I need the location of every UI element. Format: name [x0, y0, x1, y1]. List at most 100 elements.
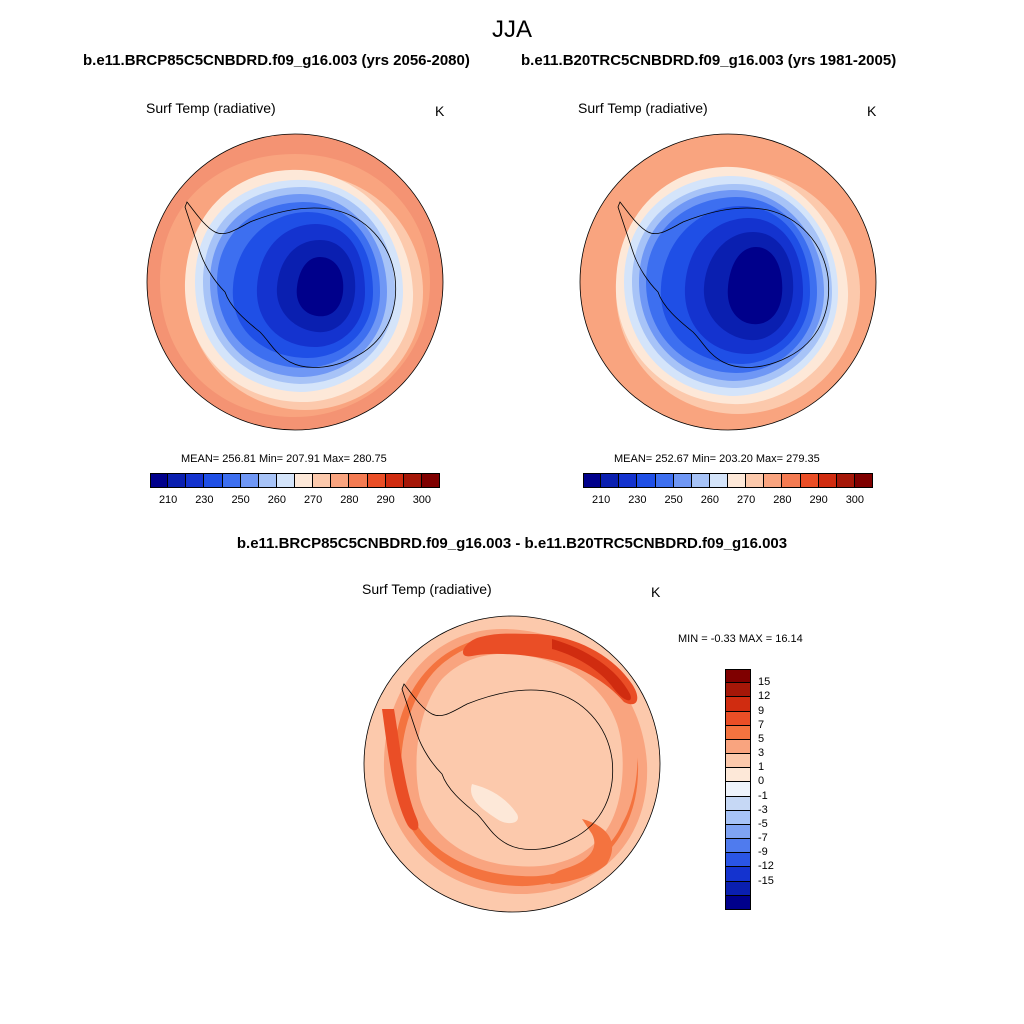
panel-2-colorbar: [583, 473, 873, 488]
colorbar-swatch: [673, 473, 692, 488]
panel-1-units: K: [435, 103, 445, 119]
colorbar-swatch: [725, 824, 751, 840]
colorbar-swatch: [240, 473, 259, 488]
colorbar-tick-label: -9: [758, 846, 768, 859]
panel-2-colorbar-labels: 210 230 250 260 270 280 290 300: [583, 494, 873, 508]
colorbar-swatch: [349, 473, 368, 488]
colorbar-swatch: [385, 473, 404, 488]
panel-1-stats: MEAN= 256.81 Min= 207.91 Max= 280.75: [181, 453, 387, 465]
colorbar-tick-label: 270: [736, 494, 756, 506]
colorbar-tick-label: 280: [773, 494, 792, 506]
colorbar-swatch: [725, 895, 751, 910]
panel-1-variable: Surf Temp (radiative): [146, 100, 276, 116]
panel-1-colorbar: [150, 473, 440, 488]
difference-map: [363, 615, 661, 913]
colorbar-swatch: [725, 810, 751, 825]
colorbar-swatch: [637, 473, 656, 488]
panel-2-stats: MEAN= 252.67 Min= 203.20 Max= 279.35: [614, 453, 820, 465]
colorbar-swatch: [725, 796, 751, 811]
colorbar-tick-label: 15: [758, 676, 771, 689]
colorbar-swatch: [619, 473, 638, 488]
colorbar-tick-label: 7: [758, 718, 765, 731]
colorbar-swatch: [691, 473, 710, 488]
panel-2-variable: Surf Temp (radiative): [578, 100, 708, 116]
colorbar-swatch: [725, 768, 751, 783]
colorbar-tick-label: -1: [758, 789, 768, 802]
colorbar-swatch: [725, 711, 751, 726]
colorbar-swatch: [725, 725, 751, 740]
figure-title: JJA: [491, 16, 532, 43]
colorbar-swatch: [421, 473, 440, 488]
colorbar-tick-label: 260: [700, 494, 720, 506]
difference-variable: Surf Temp (radiative): [362, 581, 492, 597]
difference-stats: MIN = -0.33 MAX = 16.14: [678, 633, 803, 645]
colorbar-swatch: [709, 473, 728, 488]
difference-units: K: [651, 584, 661, 600]
colorbar-tick-label: -15: [758, 874, 774, 887]
colorbar-tick-label: 0: [758, 775, 765, 788]
colorbar-swatch: [818, 473, 837, 488]
colorbar-swatch: [168, 473, 187, 488]
difference-title: b.e11.BRCP85C5CNBDRD.f09_g16.003 - b.e11…: [236, 535, 788, 552]
colorbar-swatch: [583, 473, 602, 488]
colorbar-tick-label: 5: [758, 732, 765, 745]
panel-2-units: K: [867, 103, 877, 119]
colorbar-swatch: [725, 697, 751, 712]
panel-2-title: b.e11.B20TRC5CNBDRD.f09_g16.003 (yrs 198…: [521, 52, 897, 69]
colorbar-tick-label: 290: [809, 494, 828, 506]
colorbar-swatch: [782, 473, 801, 488]
colorbar-swatch: [725, 881, 751, 896]
colorbar-tick-label: 290: [376, 494, 395, 506]
colorbar-tick-label: 12: [758, 690, 771, 703]
colorbar-tick-label: 250: [664, 494, 683, 506]
colorbar-swatch: [367, 473, 386, 488]
colorbar-tick-label: 270: [303, 494, 323, 506]
difference-colorbar-labels: 15 12 9 7 5 3 1 0 -1 -3 -5 -7 -9 -12 -15: [758, 669, 798, 910]
colorbar-swatch: [204, 473, 223, 488]
colorbar-swatch: [725, 669, 751, 684]
colorbar-swatch: [313, 473, 332, 488]
difference-colorbar: [725, 669, 751, 910]
colorbar-tick-label: 230: [195, 494, 214, 506]
colorbar-swatch: [746, 473, 765, 488]
colorbar-swatch: [725, 754, 751, 769]
colorbar-tick-label: -3: [758, 803, 768, 816]
colorbar-tick-label: -12: [758, 860, 774, 873]
colorbar-swatch: [728, 473, 747, 488]
colorbar-tick-label: 230: [628, 494, 647, 506]
colorbar-swatch: [725, 867, 751, 882]
colorbar-tick-label: -5: [758, 817, 768, 830]
colorbar-tick-label: 250: [231, 494, 250, 506]
colorbar-swatch: [655, 473, 674, 488]
colorbar-tick-label: -7: [758, 832, 768, 845]
panel-1-map: [146, 133, 444, 431]
colorbar-swatch: [725, 683, 751, 698]
colorbar-tick-label: 280: [340, 494, 359, 506]
colorbar-tick-label: 260: [267, 494, 287, 506]
colorbar-swatch: [725, 853, 751, 868]
colorbar-swatch: [186, 473, 205, 488]
colorbar-swatch: [725, 839, 751, 854]
panel-2-map: [579, 133, 877, 431]
colorbar-tick-label: 300: [412, 494, 432, 506]
colorbar-tick-label: 210: [158, 494, 178, 506]
colorbar-swatch: [601, 473, 620, 488]
colorbar-swatch: [331, 473, 350, 488]
panel-1-title: b.e11.BRCP85C5CNBDRD.f09_g16.003 (yrs 20…: [83, 52, 470, 69]
colorbar-tick-label: 300: [845, 494, 865, 506]
colorbar-swatch: [150, 473, 169, 488]
colorbar-tick-label: 3: [758, 747, 765, 760]
colorbar-swatch: [276, 473, 295, 488]
colorbar-swatch: [800, 473, 819, 488]
colorbar-tick-label: 1: [758, 761, 765, 774]
colorbar-tick-label: 210: [591, 494, 611, 506]
colorbar-swatch: [403, 473, 422, 488]
colorbar-swatch: [222, 473, 241, 488]
colorbar-tick-label: 9: [758, 704, 765, 717]
colorbar-swatch: [725, 782, 751, 797]
colorbar-swatch: [764, 473, 783, 488]
colorbar-swatch: [854, 473, 873, 488]
colorbar-swatch: [836, 473, 855, 488]
colorbar-swatch: [295, 473, 314, 488]
panel-1-colorbar-labels: 210 230 250 260 270 280 290 300: [150, 494, 440, 508]
